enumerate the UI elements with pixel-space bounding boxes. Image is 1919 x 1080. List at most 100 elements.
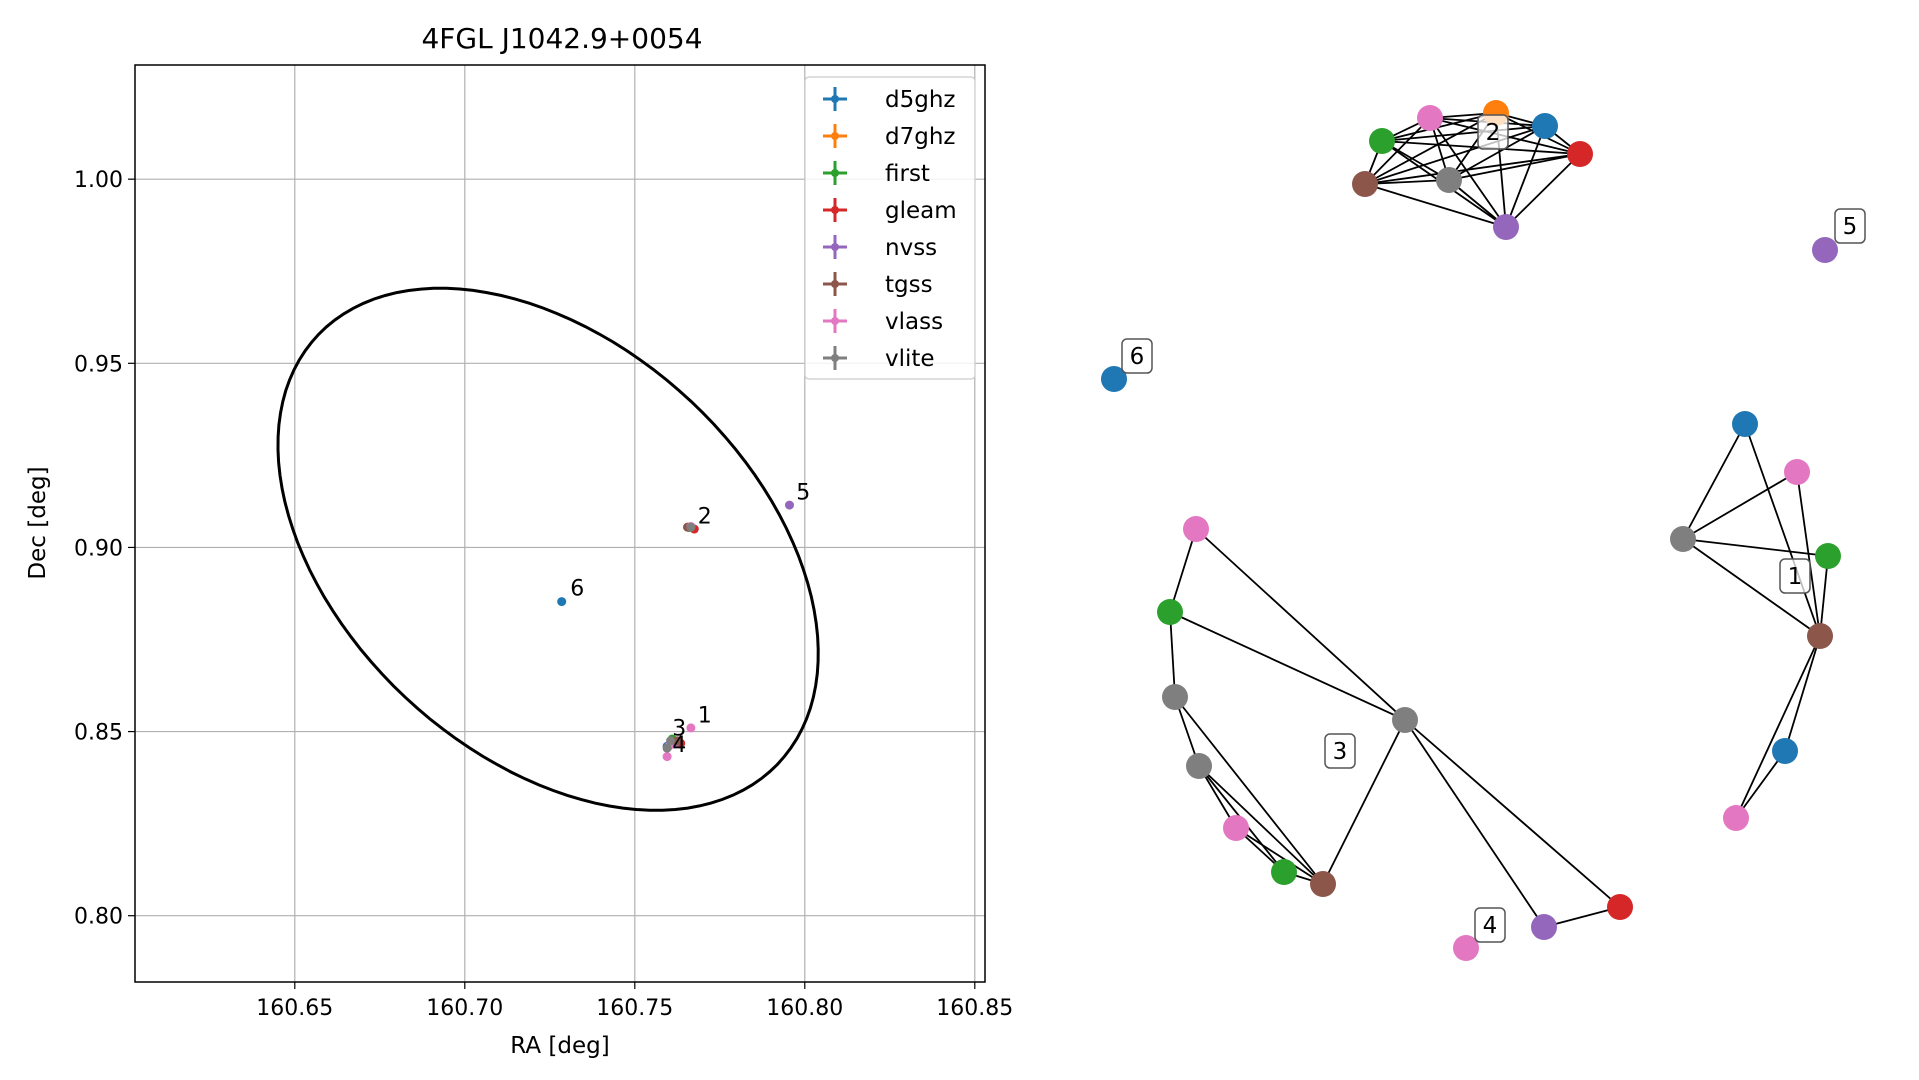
data-point-vlite: [686, 522, 696, 532]
network-node-red: [1567, 141, 1593, 167]
cluster-label: 1: [698, 703, 712, 728]
network-edge: [1381, 125, 1546, 142]
network-edge: [1404, 719, 1545, 928]
network-edge: [1682, 538, 1821, 637]
legend-label: vlite: [885, 346, 935, 372]
legend-marker-dot: [831, 243, 839, 251]
error-ellipse-path: [276, 286, 820, 812]
data-point-vlite: [666, 736, 675, 746]
data-points: [557, 500, 794, 762]
network-edge: [1364, 125, 1546, 185]
legend-marker-dot: [831, 169, 839, 177]
plot-title: 4FGL J1042.9+0054: [421, 22, 702, 55]
network-node-brown: [1352, 171, 1378, 197]
x-tick-label: 160.85: [936, 996, 1013, 1021]
legend-marker-dot: [831, 95, 839, 103]
cluster-label: 3: [672, 716, 686, 741]
network-node-green: [1815, 543, 1841, 569]
network-node-blue: [1101, 366, 1127, 392]
network-node-brown: [1807, 623, 1833, 649]
legend-marker-dot: [831, 206, 839, 214]
y-axis-label: Dec [deg]: [25, 466, 51, 579]
network-label-box: [1121, 338, 1153, 374]
network-edge: [1169, 611, 1176, 698]
legend-label: gleam: [885, 198, 957, 224]
legend-marker-dot: [831, 354, 839, 362]
legend-label: nvss: [885, 235, 937, 261]
network-edge: [1169, 611, 1406, 721]
network-node-purple: [1812, 237, 1838, 263]
network-node-gray: [1162, 684, 1188, 710]
cluster-label: 2: [698, 505, 712, 530]
network-edge: [1819, 555, 1829, 637]
network-label: 5: [1843, 214, 1858, 240]
network-label: 4: [1483, 913, 1498, 939]
network-edge: [1682, 423, 1746, 540]
x-axis-label: RA [deg]: [510, 1033, 609, 1059]
legend: d5ghz d7ghz first gleam nvss tgss vlass vlite: [804, 76, 976, 380]
network-edge: [1195, 528, 1406, 721]
cluster-labels: 1 2 34 5 6: [570, 481, 810, 758]
network-graph: 1 2 3 4 5 6: [1101, 100, 1866, 961]
network-edge: [1448, 153, 1581, 181]
legend-marker-dot: [831, 132, 839, 140]
network-node-blue: [1532, 113, 1558, 139]
network-edge: [1744, 423, 1821, 637]
cluster-label: 5: [796, 481, 810, 506]
network-edge: [1174, 696, 1324, 885]
cluster-label: 6: [570, 576, 584, 601]
data-point-tgss: [672, 736, 682, 746]
network-edge: [1364, 179, 1450, 185]
network-label-box: [1474, 907, 1506, 943]
x-tick-label: 160.70: [426, 996, 503, 1021]
legend-box: [804, 76, 976, 380]
network-edge: [1448, 125, 1546, 181]
network-node-pink: [1723, 805, 1749, 831]
network-edge: [1735, 635, 1821, 819]
network-label-box: [1779, 558, 1811, 594]
network-label: 1: [1788, 564, 1803, 590]
network-edge: [1169, 528, 1197, 613]
network-node-pink: [1417, 105, 1443, 131]
network-label-box: [1324, 733, 1356, 769]
network-edge: [1505, 153, 1581, 228]
network-node-green: [1271, 859, 1297, 885]
network-edge: [1543, 906, 1621, 928]
network-node-gray: [1186, 753, 1212, 779]
network-node-blue: [1772, 738, 1798, 764]
network-node-gray: [1436, 167, 1462, 193]
network-edge: [1364, 153, 1581, 185]
error-ellipse: [276, 286, 820, 812]
network-label: 3: [1333, 739, 1348, 765]
network-node-purple: [1531, 914, 1557, 940]
network-node-brown: [1310, 871, 1336, 897]
y-ticks: 0.80 0.85 0.90 0.95 1.00: [74, 168, 135, 930]
network-node-green: [1157, 599, 1183, 625]
legend-marker-dot: [831, 317, 839, 325]
network-node-pink: [1183, 516, 1209, 542]
network-group-labels: 1 2 3 4 5 6: [1121, 114, 1866, 943]
network-edge: [1735, 750, 1786, 819]
y-tick-label: 1.00: [74, 168, 123, 193]
x-tick-label: 160.80: [766, 996, 843, 1021]
network-label-box: [1834, 208, 1866, 244]
legend-label: tgss: [885, 272, 933, 298]
network-edge: [1682, 471, 1798, 540]
x-ticks: 160.65 160.70 160.75 160.80 160.85: [256, 982, 1013, 1021]
network-edge: [1198, 765, 1324, 885]
y-tick-label: 0.90: [74, 536, 123, 561]
legend-label: first: [885, 161, 930, 187]
network-nodes: [1101, 100, 1841, 961]
network-edge: [1682, 538, 1829, 557]
network-edge: [1505, 125, 1546, 228]
network-label-box: [1477, 114, 1509, 150]
network-label: 2: [1486, 120, 1501, 146]
legend-label: vlass: [885, 309, 943, 335]
network-node-gray: [1670, 526, 1696, 552]
data-point-vlass: [662, 752, 672, 762]
x-tick-label: 160.75: [596, 996, 673, 1021]
network-node-gray: [1392, 707, 1418, 733]
network-node-purple: [1493, 214, 1519, 240]
x-tick-label: 160.65: [256, 996, 333, 1021]
